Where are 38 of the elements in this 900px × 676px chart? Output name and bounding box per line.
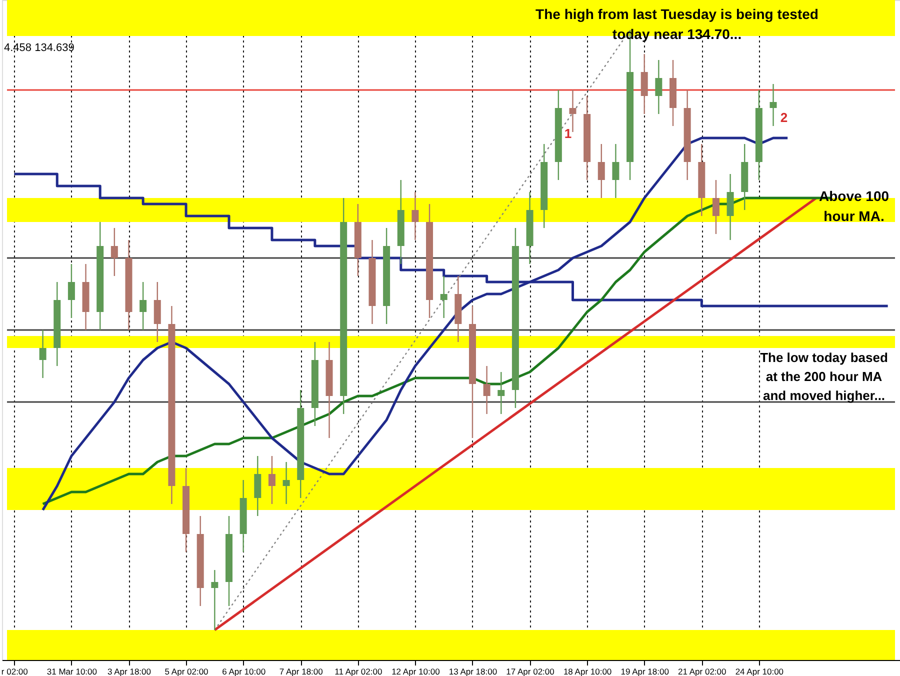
annotation: The low today based at the 200 hour MA and moved higher... <box>760 350 888 403</box>
candlestick <box>483 365 490 415</box>
x-tick-label: 3 Apr 18:00 <box>108 666 152 676</box>
candlestick <box>68 263 75 319</box>
x-tick-label: 12 Apr 10:00 <box>392 666 440 676</box>
x-tick-label: 13 Apr 18:00 <box>448 666 498 676</box>
candlestick <box>498 371 505 415</box>
candlestick <box>598 143 605 199</box>
candlestick <box>655 59 662 115</box>
x-tick-label: 11 Apr 02:00 <box>334 666 382 676</box>
x-tick-label: 5 Apr 02:00 <box>164 666 209 676</box>
candlestick <box>140 281 147 331</box>
x-tick-label: 7 Apr 18:00 <box>279 666 324 676</box>
candlestick <box>412 191 419 241</box>
candlestick <box>254 455 262 517</box>
x-tick-label: 31 Mar 10:00 <box>46 666 98 676</box>
x-tick-label: 18 Apr 10:00 <box>563 666 612 676</box>
candlestick <box>440 275 448 319</box>
candlestick <box>612 143 620 199</box>
x-tick-label: 6 Apr 10:00 <box>222 666 266 676</box>
candlestick <box>154 281 161 343</box>
candlestick <box>110 227 118 277</box>
candlestick <box>211 569 218 631</box>
candlestick <box>640 53 648 115</box>
candlestick <box>268 455 276 505</box>
x-tick-label: 17 Apr 02:00 <box>506 666 555 676</box>
annotation: 1 <box>564 126 572 141</box>
candlestick <box>39 329 46 379</box>
x-tick-label: 19 Apr 18:00 <box>620 666 670 676</box>
x-tick-label: 21 Apr 02:00 <box>678 666 727 676</box>
annotation: 2 <box>780 110 788 125</box>
x-tick-label: r 02:00 <box>1 666 28 676</box>
candlestick <box>282 461 290 505</box>
candlestick <box>726 173 734 241</box>
candlestick <box>770 83 777 127</box>
x-tick-label: 24 Apr 10:00 <box>735 666 784 676</box>
candlestick <box>712 179 720 235</box>
annotation: 4.458 134.639 <box>4 42 74 54</box>
